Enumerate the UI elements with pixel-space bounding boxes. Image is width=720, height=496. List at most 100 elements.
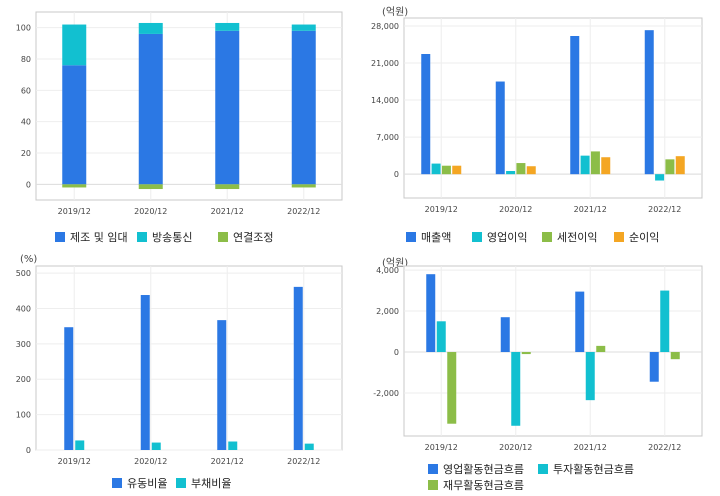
legend-swatch — [428, 480, 438, 490]
bar — [511, 352, 521, 426]
x-tick-label: 2019/12 — [425, 205, 458, 214]
bar — [580, 155, 590, 175]
y-tick-label: 60 — [21, 86, 31, 95]
legend-swatch — [55, 232, 65, 242]
bar — [585, 352, 595, 401]
bar — [421, 54, 431, 175]
legend-label: 영업활동현금흐름 — [443, 463, 524, 476]
bar — [675, 156, 685, 175]
bar — [291, 24, 316, 31]
bar — [62, 65, 87, 185]
bar — [575, 291, 585, 353]
cashflow-chart-legend: 영업활동현금흐름 투자활동현금흐름 재무활동현금흐름 — [360, 458, 720, 494]
bar — [665, 159, 675, 175]
bar — [649, 352, 659, 382]
x-tick-label: 2019/12 — [58, 457, 91, 466]
x-tick-label: 2022/12 — [287, 207, 320, 216]
y-tick-label: 100 — [16, 24, 31, 33]
unit-label: (%) — [20, 254, 38, 265]
x-tick-label: 2022/12 — [648, 205, 681, 214]
y-tick-label: 2,000 — [376, 307, 399, 316]
bar — [138, 184, 163, 190]
bar — [426, 274, 436, 353]
legend-item[interactable]: 투자활동현금흐름 — [538, 461, 634, 477]
bar — [506, 171, 516, 175]
legend-swatch — [542, 232, 552, 242]
bar — [601, 157, 611, 175]
bar — [215, 22, 240, 31]
plot-frame — [35, 265, 343, 451]
bar — [452, 165, 462, 175]
x-tick-label: 2020/12 — [134, 457, 167, 466]
bar — [516, 163, 526, 175]
legend-label: 영업이익 — [487, 231, 528, 244]
x-tick-label: 2021/12 — [574, 205, 607, 214]
bar — [215, 30, 240, 185]
y-tick-label: 14,000 — [371, 96, 399, 105]
bar — [62, 184, 87, 188]
x-tick-label: 2022/12 — [287, 457, 320, 466]
x-tick-label: 2020/12 — [499, 443, 532, 452]
segment-chart-legend: 제조 및 임대 방송통신 연결조정 — [0, 226, 360, 246]
legend-item[interactable]: 영업활동현금흐름 — [428, 461, 524, 477]
legend-item[interactable]: 부채비율 — [176, 475, 231, 491]
bar — [293, 286, 303, 450]
y-tick-label: 400 — [16, 304, 31, 313]
legend-label: 제조 및 임대 — [70, 231, 128, 244]
bar — [670, 352, 680, 360]
y-tick-label: 28,000 — [371, 22, 399, 31]
bar — [526, 166, 536, 175]
income-chart: 0 7,000 14,000 21,000 28,000 2019/12 2020/12 20… — [371, 17, 703, 214]
cashflow-chart: -2,000 0 2,000 4,000 2019/12 2020/12 2021/12 20… — [373, 265, 703, 452]
legend-label: 부채비율 — [191, 477, 232, 490]
income-chart-panel: (억원) 0 7,000 14,000 21,000 28,000 2019/12 2020… — [360, 0, 720, 248]
legend-swatch — [137, 232, 147, 242]
bar — [447, 352, 457, 424]
x-tick-label: 2019/12 — [58, 207, 91, 216]
y-tick-label: -2,000 — [373, 389, 399, 398]
bar — [431, 163, 441, 175]
y-tick-label: 40 — [21, 118, 31, 127]
x-tick-label: 2021/12 — [211, 457, 244, 466]
bar — [436, 321, 446, 353]
plot-frame — [35, 11, 343, 201]
bar — [228, 441, 238, 450]
y-tick-label: 300 — [16, 340, 31, 349]
legend-label: 방송통신 — [152, 231, 193, 244]
legend-item[interactable]: 연결조정 — [218, 229, 273, 245]
segment-chart: 0 20 40 60 80 100 2019/12 2020/12 2021/12 2022/12 — [16, 11, 343, 216]
legend-label: 연결조정 — [233, 231, 274, 244]
legend-item[interactable]: 유동비율 — [112, 475, 167, 491]
legend-swatch — [614, 232, 624, 242]
y-tick-label: 0 — [394, 170, 399, 179]
bar — [590, 151, 600, 175]
bar — [570, 36, 580, 175]
bar — [62, 24, 87, 66]
legend-item[interactable]: 재무활동현금흐름 — [428, 477, 524, 493]
bar — [500, 317, 510, 353]
bar — [521, 352, 531, 355]
x-tick-label: 2022/12 — [648, 443, 681, 452]
legend-item[interactable]: 제조 및 임대 — [55, 229, 128, 245]
x-tick-label: 2019/12 — [425, 443, 458, 452]
bar — [291, 184, 316, 188]
legend-label: 투자활동현금흐름 — [553, 463, 634, 476]
legend-label: 재무활동현금흐름 — [443, 479, 524, 492]
legend-item[interactable]: 영업이익 — [472, 229, 527, 245]
y-tick-label: 21,000 — [371, 59, 399, 68]
y-tick-label: 7,000 — [376, 133, 399, 142]
legend-item[interactable]: 세전이익 — [542, 229, 597, 245]
bar — [304, 443, 314, 450]
legend-item[interactable]: 방송통신 — [137, 229, 192, 245]
bar — [138, 22, 163, 34]
bar — [64, 327, 74, 450]
cashflow-chart-panel: (억원) -2,000 0 2,000 4,000 2019/12 2020/12 2021… — [360, 248, 720, 496]
bar — [151, 442, 161, 450]
legend-item[interactable]: 순이익 — [614, 229, 659, 245]
x-tick-label: 2020/12 — [134, 207, 167, 216]
bar — [644, 30, 654, 175]
legend-swatch — [112, 478, 122, 488]
unit-label: (억원) — [382, 7, 409, 18]
legend-item[interactable]: 매출액 — [406, 229, 451, 245]
legend-label: 순이익 — [629, 231, 660, 244]
